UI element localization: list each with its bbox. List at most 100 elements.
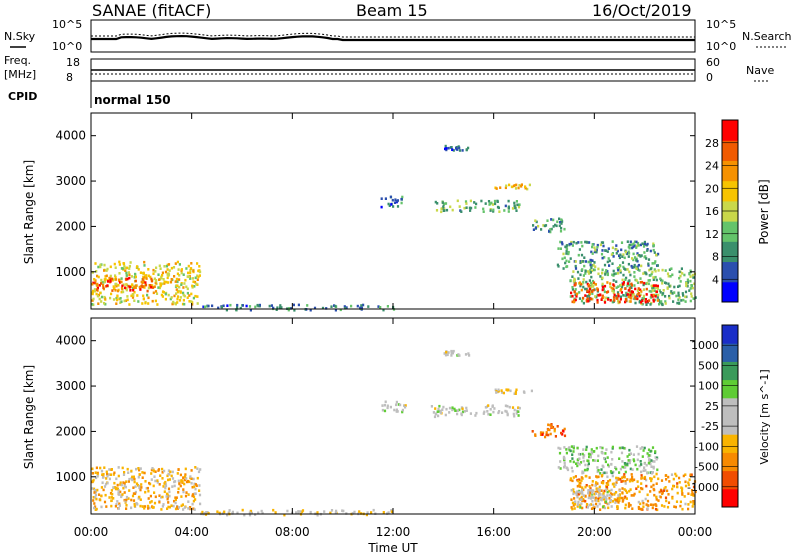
heatmap-cell xyxy=(632,258,635,262)
heatmap-cell xyxy=(632,494,635,497)
heatmap-cell xyxy=(359,306,362,310)
heatmap-cell xyxy=(124,286,127,290)
heatmap-cell xyxy=(142,294,145,298)
heatmap-cell xyxy=(644,300,647,304)
heatmap-cell xyxy=(539,431,543,434)
heatmap-cell xyxy=(184,278,187,282)
heatmap-cell xyxy=(572,476,575,479)
heatmap-cell xyxy=(179,296,182,299)
heatmap-cell xyxy=(138,468,141,472)
heatmap-cell xyxy=(127,271,130,274)
heatmap-cell xyxy=(118,279,121,282)
colorbar-segment xyxy=(722,379,738,399)
heatmap-cell xyxy=(152,484,155,488)
heatmap-cell xyxy=(585,484,588,487)
heatmap-cell xyxy=(572,446,575,450)
heatmap-cell xyxy=(194,294,197,298)
heatmap-cell xyxy=(177,479,180,483)
heatmap-cell xyxy=(309,510,312,514)
heatmap-cell xyxy=(667,493,670,496)
heatmap-cell xyxy=(445,407,448,411)
heatmap-cell xyxy=(309,308,312,312)
heatmap-cell xyxy=(185,267,188,270)
heatmap-cell xyxy=(134,490,137,494)
heatmap-cell xyxy=(202,305,205,309)
heatmap-cell xyxy=(627,280,630,283)
heatmap-cell xyxy=(545,431,548,434)
heatmap-cell xyxy=(178,263,181,266)
noise-search-line xyxy=(91,32,695,38)
heatmap-cell xyxy=(173,484,176,488)
heatmap-cell xyxy=(126,266,129,270)
heatmap-cell xyxy=(196,274,199,278)
heatmap-cell xyxy=(606,494,609,497)
heatmap-cell xyxy=(620,480,623,483)
heatmap-cell xyxy=(435,209,439,212)
freq-label-line2: [MHz] xyxy=(4,68,36,81)
heatmap-cell xyxy=(575,493,578,496)
heatmap-cell xyxy=(196,262,199,265)
heatmap-cell xyxy=(467,146,470,150)
heatmap-cell xyxy=(119,483,122,486)
heatmap-cell xyxy=(167,505,170,509)
heatmap-cell xyxy=(563,227,566,231)
heatmap-cell xyxy=(607,257,610,260)
heatmap-cell xyxy=(661,491,664,494)
heatmap-cell xyxy=(665,499,668,503)
heatmap-cell xyxy=(636,289,639,292)
heatmap-cell xyxy=(586,506,589,509)
heatmap-cell xyxy=(390,203,393,206)
heatmap-cell xyxy=(628,243,631,247)
heatmap-cell xyxy=(663,505,666,508)
heatmap-cell xyxy=(147,507,150,510)
heatmap-cell xyxy=(541,433,544,436)
heatmap-cell xyxy=(137,497,140,500)
heatmap-cell xyxy=(620,248,623,252)
heatmap-cell xyxy=(105,505,108,508)
heatmap-cell xyxy=(514,206,517,210)
heatmap-cell xyxy=(607,502,610,506)
heatmap-cell xyxy=(192,495,196,499)
heatmap-cell xyxy=(621,446,624,449)
heatmap-cell xyxy=(93,278,96,281)
heatmap-cell xyxy=(678,276,681,280)
heatmap-cell xyxy=(609,285,612,288)
heatmap-cell xyxy=(550,227,553,231)
heatmap-cell xyxy=(123,482,126,485)
heatmap-cell xyxy=(643,466,646,469)
heatmap-cell xyxy=(581,268,584,271)
heatmap-cell xyxy=(104,277,107,281)
heatmap-cell xyxy=(645,287,648,291)
heatmap-cell xyxy=(626,293,629,296)
heatmap-cell xyxy=(169,297,172,301)
heatmap-cell xyxy=(597,490,600,493)
heatmap-cell xyxy=(596,287,599,290)
heatmap-cell xyxy=(668,285,671,288)
heatmap-cell xyxy=(176,284,179,288)
heatmap-cell xyxy=(390,510,393,513)
heatmap-cell xyxy=(139,467,142,470)
heatmap-cell xyxy=(647,262,650,266)
heatmap-cell xyxy=(168,490,171,494)
heatmap-cell xyxy=(92,297,95,301)
heatmap-cell xyxy=(96,474,99,478)
heatmap-cell xyxy=(580,495,583,499)
heatmap-cell xyxy=(686,281,689,284)
heatmap-cell xyxy=(168,494,171,498)
heatmap-cell xyxy=(194,483,197,486)
heatmap-cell xyxy=(650,477,653,481)
heatmap-cell xyxy=(183,302,186,306)
heatmap-cell xyxy=(619,467,622,471)
heatmap-cell xyxy=(612,287,615,291)
heatmap-cell xyxy=(595,475,598,478)
heatmap-cell xyxy=(603,489,606,493)
heatmap-cell xyxy=(635,487,638,490)
heatmap-cell xyxy=(586,459,589,462)
heatmap-cell xyxy=(640,302,643,305)
heatmap-cell xyxy=(624,506,627,510)
heatmap-cell xyxy=(640,463,643,466)
heatmap-cell xyxy=(627,459,630,462)
heatmap-cell xyxy=(630,243,633,246)
heatmap-cell xyxy=(239,306,242,310)
heatmap-cell xyxy=(670,290,673,293)
